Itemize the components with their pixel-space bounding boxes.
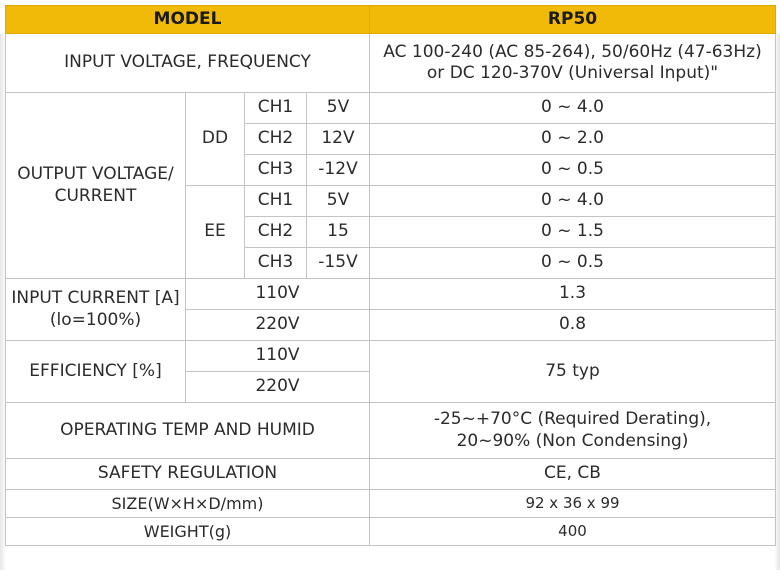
safety-row: SAFETY REGULATION CE, CB	[5, 458, 776, 490]
channel-current: 0 ~ 0.5	[369, 247, 776, 279]
operating-value-line2: 20~90% (Non Condensing)	[456, 430, 689, 451]
size-value: 92 x 36 x 99	[369, 489, 776, 518]
output-label-line1: OUTPUT VOLTAGE/	[17, 164, 174, 185]
efficiency-voltage: 220V	[185, 371, 370, 403]
output-row: EE CH1 5V 0 ~ 4.0	[6, 185, 776, 279]
size-label: SIZE(W×H×D/mm)	[5, 489, 370, 518]
channel-label: CH3	[244, 247, 307, 279]
safety-label: SAFETY REGULATION	[5, 458, 370, 490]
input-voltage-value-line1: AC 100-240 (AC 85-264), 50/60Hz (47-63Hz…	[383, 41, 762, 62]
channel-voltage: 5V	[306, 92, 370, 124]
input-voltage-value: AC 100-240 (AC 85-264), 50/60Hz (47-63Hz…	[369, 33, 776, 93]
input-voltage-label: INPUT VOLTAGE, FREQUENCY	[5, 33, 370, 93]
size-row: SIZE(W×H×D/mm) 92 x 36 x 99	[5, 489, 776, 518]
output-label-line2: CURRENT	[54, 185, 137, 206]
output-row: CH3 -15V 0 ~ 0.5	[6, 247, 776, 279]
weight-row: WEIGHT(g) 400	[5, 517, 776, 546]
efficiency-label: EFFICIENCY [%]	[5, 340, 186, 403]
channel-label: CH1	[244, 92, 307, 124]
channel-current: 0 ~ 0.5	[369, 154, 776, 186]
channel-current: 0 ~ 4.0	[369, 92, 776, 124]
input-current-label: INPUT CURRENT [A] (lo=100%)	[5, 278, 186, 341]
input-voltage-value-line2: or DC 120-370V (Universal Input)"	[426, 63, 719, 83]
output-group-dd: DD	[185, 92, 245, 186]
input-current-value: 0.8	[369, 309, 776, 341]
input-current-label-line1: INPUT CURRENT [A]	[11, 288, 180, 309]
input-current-row: 220V 0.8	[6, 309, 776, 341]
input-current-voltage: 220V	[185, 309, 370, 341]
weight-label: WEIGHT(g)	[5, 517, 370, 546]
left-edge-shadow	[0, 34, 6, 570]
channel-label: CH1	[244, 185, 307, 217]
operating-value-line1: -25~+70°C (Required Derating),	[433, 409, 712, 430]
input-current-value: 1.3	[369, 278, 776, 310]
efficiency-value: 75 typ	[369, 340, 776, 403]
channel-voltage: -12V	[306, 154, 370, 186]
channel-current: 0 ~ 4.0	[369, 185, 776, 217]
operating-value: -25~+70°C (Required Derating), 20~90% (N…	[369, 402, 776, 459]
output-label: OUTPUT VOLTAGE/ CURRENT	[5, 92, 186, 279]
input-current-label-line2: (lo=100%)	[49, 309, 142, 330]
output-row: OUTPUT VOLTAGE/ CURRENT DD CH1 5V 0 ~ 4.…	[5, 92, 776, 279]
header-row: MODEL RP50	[5, 5, 776, 34]
model-label: MODEL	[5, 5, 370, 34]
channel-current: 0 ~ 1.5	[369, 216, 776, 248]
spec-table: MODEL RP50 INPUT VOLTAGE, FREQUENCY AC 1…	[5, 5, 776, 546]
operating-row: OPERATING TEMP AND HUMID -25~+70°C (Requ…	[5, 402, 776, 459]
input-voltage-row: INPUT VOLTAGE, FREQUENCY AC 100-240 (AC …	[5, 33, 776, 93]
output-row: CH3 -12V 0 ~ 0.5	[6, 154, 776, 186]
channel-voltage: 12V	[306, 123, 370, 155]
right-edge-shadow	[774, 34, 780, 570]
weight-value: 400	[369, 517, 776, 546]
input-current-voltage: 110V	[185, 278, 370, 310]
channel-voltage: 5V	[306, 185, 370, 217]
channel-label: CH3	[244, 154, 307, 186]
safety-value: CE, CB	[369, 458, 776, 490]
efficiency-row: EFFICIENCY [%] 110V 75 typ	[5, 340, 776, 403]
channel-label: CH2	[244, 216, 307, 248]
channel-label: CH2	[244, 123, 307, 155]
efficiency-voltage: 110V	[185, 340, 370, 372]
output-row: CH2 15 0 ~ 1.5	[6, 216, 776, 248]
channel-voltage: -15V	[306, 247, 370, 279]
channel-current: 0 ~ 2.0	[369, 123, 776, 155]
output-group-ee: EE	[185, 185, 245, 279]
model-value: RP50	[369, 5, 776, 34]
channel-voltage: 15	[306, 216, 370, 248]
input-current-row: INPUT CURRENT [A] (lo=100%) 110V 1.3	[5, 278, 776, 341]
operating-label: OPERATING TEMP AND HUMID	[5, 402, 370, 459]
